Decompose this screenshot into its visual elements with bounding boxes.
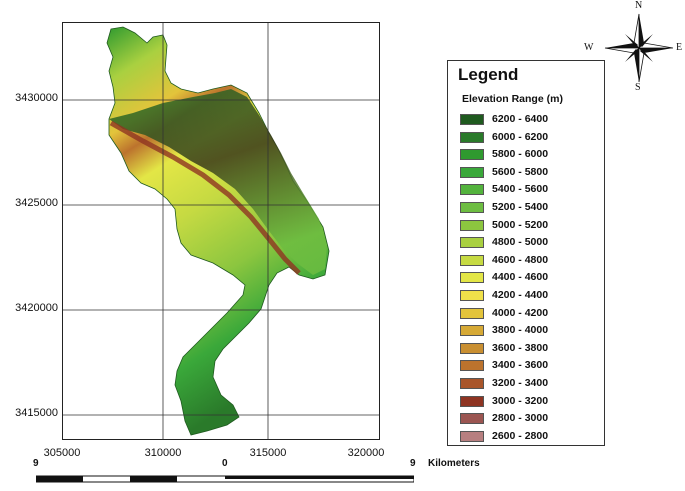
legend-label: 3600 - 3800 xyxy=(492,341,549,354)
legend-swatch xyxy=(460,237,484,249)
legend-item: 2800 - 3000 xyxy=(460,412,600,426)
scale-bar xyxy=(35,472,415,486)
legend-subtitle: Elevation Range (m) xyxy=(462,93,563,105)
legend-item: 4600 - 4800 xyxy=(460,254,600,268)
legend-swatch xyxy=(460,342,484,354)
easting-tick: 315000 xyxy=(249,447,287,459)
legend-item: 3000 - 3200 xyxy=(460,395,600,409)
scale-bar-graphic xyxy=(35,475,415,483)
map-grid xyxy=(63,23,379,439)
compass-west: W xyxy=(584,42,594,53)
legend-box: Legend Elevation Range (m) 6200 - 6400 60… xyxy=(447,60,605,446)
legend-item: 5800 - 6000 xyxy=(460,148,600,162)
legend-label: 4600 - 4800 xyxy=(492,253,549,266)
legend-swatch xyxy=(460,430,484,442)
legend-label: 5600 - 5800 xyxy=(492,165,549,178)
easting-tick: 305000 xyxy=(43,447,81,459)
legend-swatch xyxy=(460,360,484,372)
scale-unit-label: Kilometers xyxy=(428,458,480,469)
legend-swatch xyxy=(460,307,484,319)
legend-swatch xyxy=(460,378,484,389)
elevation-map xyxy=(63,23,379,439)
scale-label-left: 9 xyxy=(33,458,39,469)
legend-label: 5000 - 5200 xyxy=(492,218,549,231)
legend-item: 4400 - 4600 xyxy=(460,271,600,285)
legend-label: 4400 - 4600 xyxy=(492,271,549,284)
legend-label: 4200 - 4400 xyxy=(492,289,549,301)
legend-item: 5400 - 5600 xyxy=(460,183,600,197)
legend-swatch xyxy=(460,149,484,161)
legend-item: 3800 - 4000 xyxy=(460,324,600,338)
easting-tick: 320000 xyxy=(347,447,385,459)
legend-item: 5000 - 5200 xyxy=(460,219,600,233)
legend-label: 3400 - 3600 xyxy=(492,359,549,372)
legend-swatch xyxy=(460,272,484,284)
legend-item: 3400 - 3600 xyxy=(460,359,600,373)
legend-swatch xyxy=(460,395,484,407)
compass-north: N xyxy=(635,0,643,11)
legend-title: Legend xyxy=(458,65,519,84)
legend-item: 4800 - 5000 xyxy=(460,236,600,250)
legend-swatch xyxy=(460,166,484,178)
legend-item: 2600 - 2800 xyxy=(460,430,600,444)
legend-swatch xyxy=(460,413,484,425)
legend-label: 3200 - 3400 xyxy=(492,377,549,389)
legend-swatch xyxy=(460,184,484,196)
northing-tick: 3415000 xyxy=(15,407,58,419)
legend-item: 4000 - 4200 xyxy=(460,307,600,321)
legend-label: 2600 - 2800 xyxy=(492,429,549,442)
legend-label: 6200 - 6400 xyxy=(492,113,549,125)
legend-item: 3600 - 3800 xyxy=(460,342,600,356)
legend-swatch xyxy=(460,325,484,337)
legend-item: 6200 - 6400 xyxy=(460,113,600,127)
map-frame xyxy=(62,22,380,440)
easting-tick: 310000 xyxy=(144,447,182,459)
legend-item: 5600 - 5800 xyxy=(460,166,600,180)
scale-label-center: 0 xyxy=(222,458,228,469)
legend-swatch xyxy=(460,290,484,301)
legend-item: 4200 - 4400 xyxy=(460,289,600,303)
legend-swatch xyxy=(460,114,484,125)
compass-rose xyxy=(594,2,684,94)
legend-label: 5400 - 5600 xyxy=(492,183,549,196)
compass-south: S xyxy=(635,82,641,93)
legend-label: 5200 - 5400 xyxy=(492,201,549,213)
legend-item: 6000 - 6200 xyxy=(460,131,600,145)
legend-swatch xyxy=(460,254,484,266)
valley-line xyxy=(109,120,301,275)
legend-label: 3000 - 3200 xyxy=(492,394,549,407)
legend-label: 2800 - 3000 xyxy=(492,412,549,425)
legend-swatch xyxy=(460,219,484,231)
northing-tick: 3420000 xyxy=(15,302,58,314)
legend-swatch xyxy=(460,131,484,143)
legend-item: 3200 - 3400 xyxy=(460,377,600,391)
legend-item: 5200 - 5400 xyxy=(460,201,600,215)
scale-label-right: 9 xyxy=(410,458,416,469)
northing-tick: 3430000 xyxy=(15,92,58,104)
legend-swatch xyxy=(460,202,484,213)
legend-label: 4000 - 4200 xyxy=(492,306,549,319)
northing-tick: 3425000 xyxy=(15,197,58,209)
legend-label: 6000 - 6200 xyxy=(492,130,549,143)
legend-label: 4800 - 5000 xyxy=(492,236,549,249)
legend-label: 5800 - 6000 xyxy=(492,148,549,161)
legend-label: 3800 - 4000 xyxy=(492,324,549,337)
ridge-band xyxy=(109,89,327,275)
compass-east: E xyxy=(676,42,683,53)
compass-icon xyxy=(604,13,674,83)
